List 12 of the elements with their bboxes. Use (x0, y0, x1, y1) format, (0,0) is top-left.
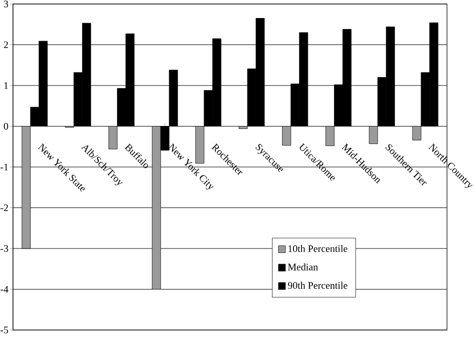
y-tick-label: -3 (0, 245, 8, 252)
y-tick-label: -1 (0, 164, 8, 170)
y-tick-label: -4 (0, 286, 8, 293)
legend-label: 10th Percentile (288, 245, 348, 252)
y-tick-label: 1 (4, 82, 8, 89)
y-tick-label: -5 (0, 326, 8, 334)
y-tick-label: 2 (4, 41, 8, 48)
y-tick-label: 3 (4, 0, 8, 8)
y-tick-label: 0 (4, 122, 8, 130)
legend-label: 90th Percentile (288, 282, 348, 289)
y-tick-label: -2 (0, 204, 8, 212)
legend-label: Median (288, 263, 318, 270)
